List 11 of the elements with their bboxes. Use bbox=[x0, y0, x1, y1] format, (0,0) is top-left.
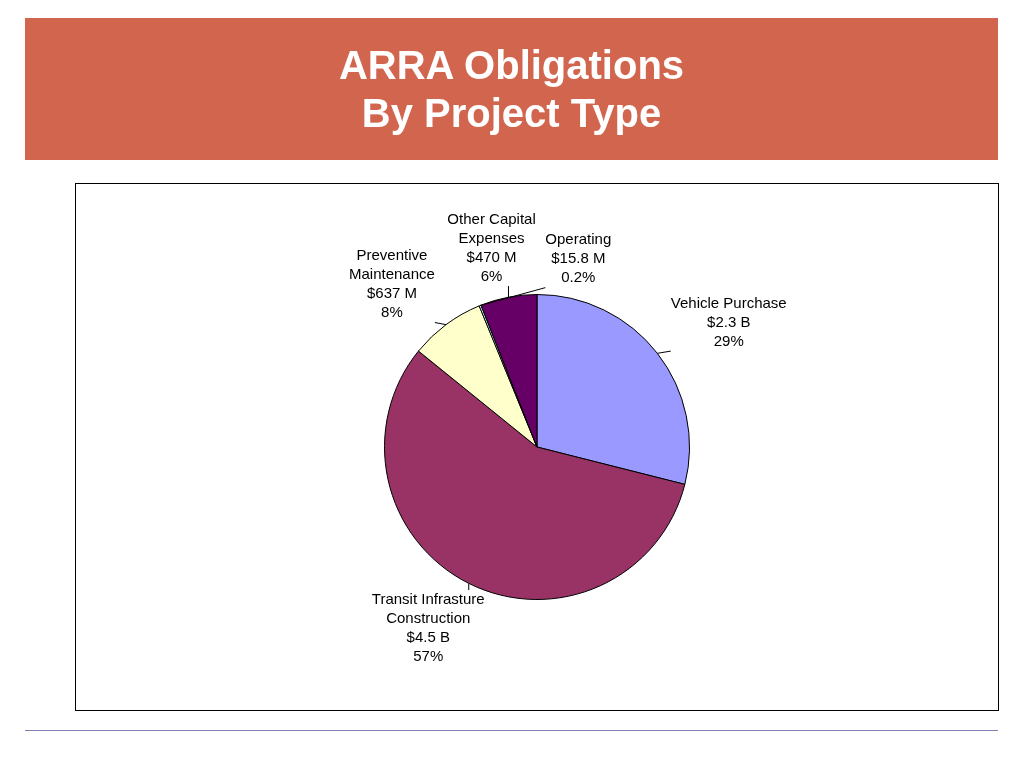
data-label: $4.5 B 57% bbox=[406, 627, 450, 664]
data-label: $2.3 B 29% bbox=[707, 312, 751, 349]
slice-label: Preventive Maintenance bbox=[349, 246, 435, 283]
chart-title: ARRA Obligations By Project Type bbox=[337, 42, 686, 137]
slice-label: Operating bbox=[545, 230, 612, 248]
data-label: $470 M 6% bbox=[466, 247, 517, 284]
slice-label: Vehicle Purchase bbox=[670, 293, 787, 311]
slice-label: Transit Infrasture Construction bbox=[371, 589, 485, 626]
slice-label: Other Capital Expenses bbox=[447, 209, 536, 246]
data-label: $15.8 M 0.2% bbox=[551, 249, 606, 286]
data-label: $637 M 8% bbox=[366, 284, 417, 321]
